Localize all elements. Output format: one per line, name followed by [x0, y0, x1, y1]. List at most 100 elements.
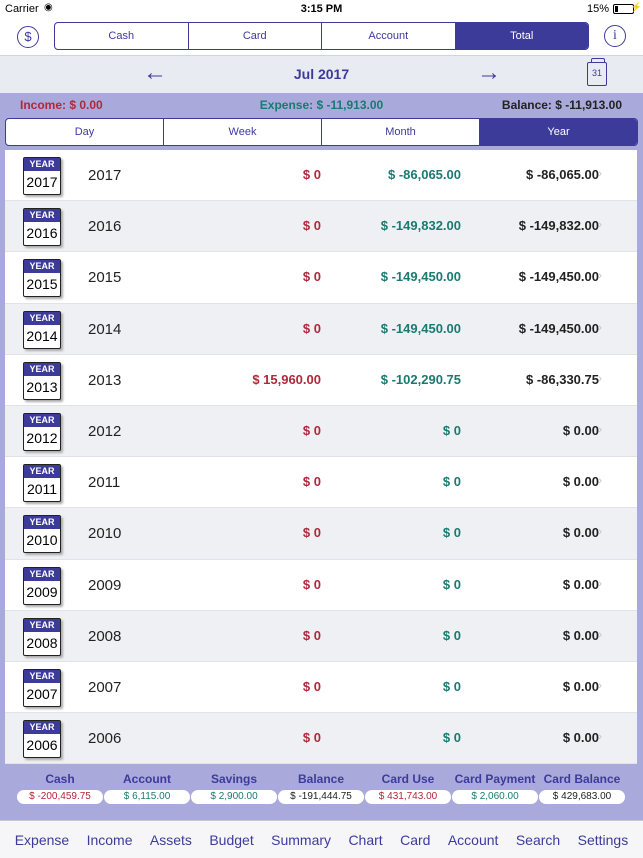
tab-card[interactable]: Card — [400, 831, 431, 848]
chevron-right-icon: › — [598, 679, 602, 692]
year-calendar-icon: YEAR 2016 — [23, 208, 61, 247]
year-icon-number: 2016 — [26, 225, 58, 242]
year-icon-label: YEAR — [24, 413, 60, 427]
year-calendar-icon: YEAR 2010 — [23, 515, 61, 554]
segment-cash[interactable]: Cash — [55, 23, 189, 49]
chevron-right-icon: › — [598, 270, 602, 283]
period-day[interactable]: Day — [6, 119, 164, 145]
total-cash: Cash $ -200,459.75 — [17, 772, 103, 804]
tab-assets[interactable]: Assets — [149, 831, 192, 848]
row-balance: $ 0.00 — [562, 678, 599, 694]
total-value: $ -200,459.75 — [17, 790, 103, 804]
year-calendar-icon: YEAR 2007 — [23, 668, 61, 707]
tab-summary[interactable]: Summary — [271, 831, 332, 848]
year-icon-number: 2006 — [26, 737, 58, 754]
segment-total[interactable]: Total — [455, 23, 588, 49]
month-navigation: ← Jul 2017 → 31 — [0, 55, 643, 93]
row-income: $ 0 — [302, 730, 321, 746]
total-label: Savings — [210, 772, 258, 786]
row-income: $ 0 — [302, 320, 321, 336]
table-row[interactable]: YEAR 2006 2006 $ 0 $ 0 $ 0.00 › — [5, 713, 637, 765]
table-row[interactable]: YEAR 2007 2007 $ 0 $ 0 $ 0.00 › — [5, 662, 637, 714]
carrier-label: Carrier — [5, 3, 39, 15]
period-year[interactable]: Year — [480, 119, 637, 145]
period-week[interactable]: Week — [164, 119, 322, 145]
table-row[interactable]: YEAR 2010 2010 $ 0 $ 0 $ 0.00 › — [5, 508, 637, 560]
total-value: $ 2,060.00 — [452, 790, 538, 804]
info-icon[interactable]: i — [604, 25, 626, 47]
year-calendar-icon: YEAR 2014 — [23, 310, 61, 349]
year-icon-label: YEAR — [24, 465, 60, 479]
year-icon-label: YEAR — [24, 260, 60, 274]
tab-expense[interactable]: Expense — [14, 831, 70, 848]
table-row[interactable]: YEAR 2011 2011 $ 0 $ 0 $ 0.00 › — [5, 457, 637, 509]
row-expense: $ 0 — [442, 576, 461, 592]
total-card-use: Card Use $ 431,743.00 — [365, 772, 451, 804]
calendar-icon[interactable]: 31 — [587, 58, 607, 86]
year-calendar-icon: YEAR 2013 — [23, 361, 61, 400]
chevron-right-icon: › — [598, 423, 602, 436]
total-card-payment: Card Payment $ 2,060.00 — [452, 772, 538, 804]
expense-summary: Expense: $ -11,913.00 — [259, 98, 384, 112]
row-year: 2014 — [88, 320, 122, 338]
row-expense: $ 0 — [442, 678, 461, 694]
table-row[interactable]: YEAR 2014 2014 $ 0 $ -149,450.00 $ -149,450.0… — [5, 303, 637, 355]
table-row[interactable]: YEAR 2009 2009 $ 0 $ 0 $ 0.00 › — [5, 560, 637, 611]
table-row[interactable]: YEAR 2012 2012 $ 0 $ 0 $ 0.00 › — [5, 405, 637, 458]
tab-income[interactable]: Income — [86, 831, 133, 848]
status-bar: Carrier ◉ 3:15 PM 15% ⚡ — [0, 0, 643, 20]
tab-chart[interactable]: Chart — [348, 831, 383, 848]
battery-icon — [613, 4, 634, 14]
tab-search[interactable]: Search — [515, 831, 561, 848]
chevron-right-icon: › — [598, 475, 602, 488]
table-row[interactable]: YEAR 2013 2013 $ 15,960.00 $ -102,290.75 $ -8… — [5, 355, 637, 406]
row-year: 2008 — [88, 627, 122, 645]
year-icon-label: YEAR — [24, 158, 60, 171]
row-balance: $ 0.00 — [562, 730, 599, 746]
year-icon-number: 2012 — [26, 429, 58, 446]
chevron-right-icon: › — [598, 628, 602, 641]
year-calendar-icon: YEAR 2017 — [23, 157, 61, 195]
row-year: 2016 — [88, 218, 122, 236]
row-year: 2007 — [88, 678, 122, 696]
table-row[interactable]: YEAR 2015 2015 $ 0 $ -149,450.00 $ -149,450.0… — [5, 252, 637, 304]
tab-settings[interactable]: Settings — [577, 831, 629, 848]
year-icon-label: YEAR — [24, 311, 60, 325]
row-income: $ 15,960.00 — [252, 371, 321, 387]
row-balance: $ 0.00 — [562, 525, 599, 541]
year-list: YEAR 2017 2017 $ 0 $ -86,065.00 $ -86,065.00 ›… — [5, 150, 637, 765]
arrow-right-icon[interactable]: → — [477, 59, 501, 86]
row-balance: $ -86,065.00 — [525, 167, 599, 182]
row-balance: $ -149,450.00 — [518, 269, 599, 285]
period-bar: Day Week Month Year — [0, 117, 643, 150]
chevron-right-icon: › — [598, 219, 602, 232]
tab-budget[interactable]: Budget — [209, 831, 254, 848]
dollar-circle-icon[interactable]: $ — [17, 26, 39, 48]
total-value: $ 431,743.00 — [365, 790, 451, 804]
table-row[interactable]: YEAR 2017 2017 $ 0 $ -86,065.00 $ -86,065.00 › — [5, 150, 637, 202]
tab-account[interactable]: Account — [447, 831, 499, 848]
segment-card[interactable]: Card — [189, 23, 322, 49]
wifi-icon: ◉ — [44, 2, 53, 13]
row-income: $ 0 — [302, 474, 321, 490]
period-month[interactable]: Month — [322, 119, 480, 145]
row-year: 2010 — [88, 525, 122, 543]
year-calendar-icon: YEAR 2012 — [23, 412, 61, 451]
row-balance: $ 0.00 — [562, 576, 599, 592]
year-icon-number: 2008 — [26, 634, 58, 651]
year-icon-number: 2010 — [26, 532, 58, 549]
table-row[interactable]: YEAR 2008 2008 $ 0 $ 0 $ 0.00 › — [5, 610, 637, 662]
total-label: Card Balance — [543, 772, 621, 786]
table-row[interactable]: YEAR 2016 2016 $ 0 $ -149,832.00 $ -149,832.0… — [5, 201, 637, 253]
row-year: 2015 — [88, 269, 122, 287]
row-income: $ 0 — [302, 576, 321, 592]
status-time: 3:15 PM — [300, 3, 343, 15]
year-icon-label: YEAR — [24, 567, 60, 581]
year-icon-label: YEAR — [24, 669, 60, 683]
arrow-left-icon[interactable]: ← — [143, 59, 167, 86]
row-year: 2011 — [88, 474, 121, 492]
segment-account[interactable]: Account — [322, 23, 456, 49]
year-icon-label: YEAR — [24, 362, 60, 376]
account-type-segmented: Cash Card Account Total — [54, 22, 589, 50]
list-container: YEAR 2017 2017 $ 0 $ -86,065.00 $ -86,065.00 ›… — [0, 150, 643, 765]
